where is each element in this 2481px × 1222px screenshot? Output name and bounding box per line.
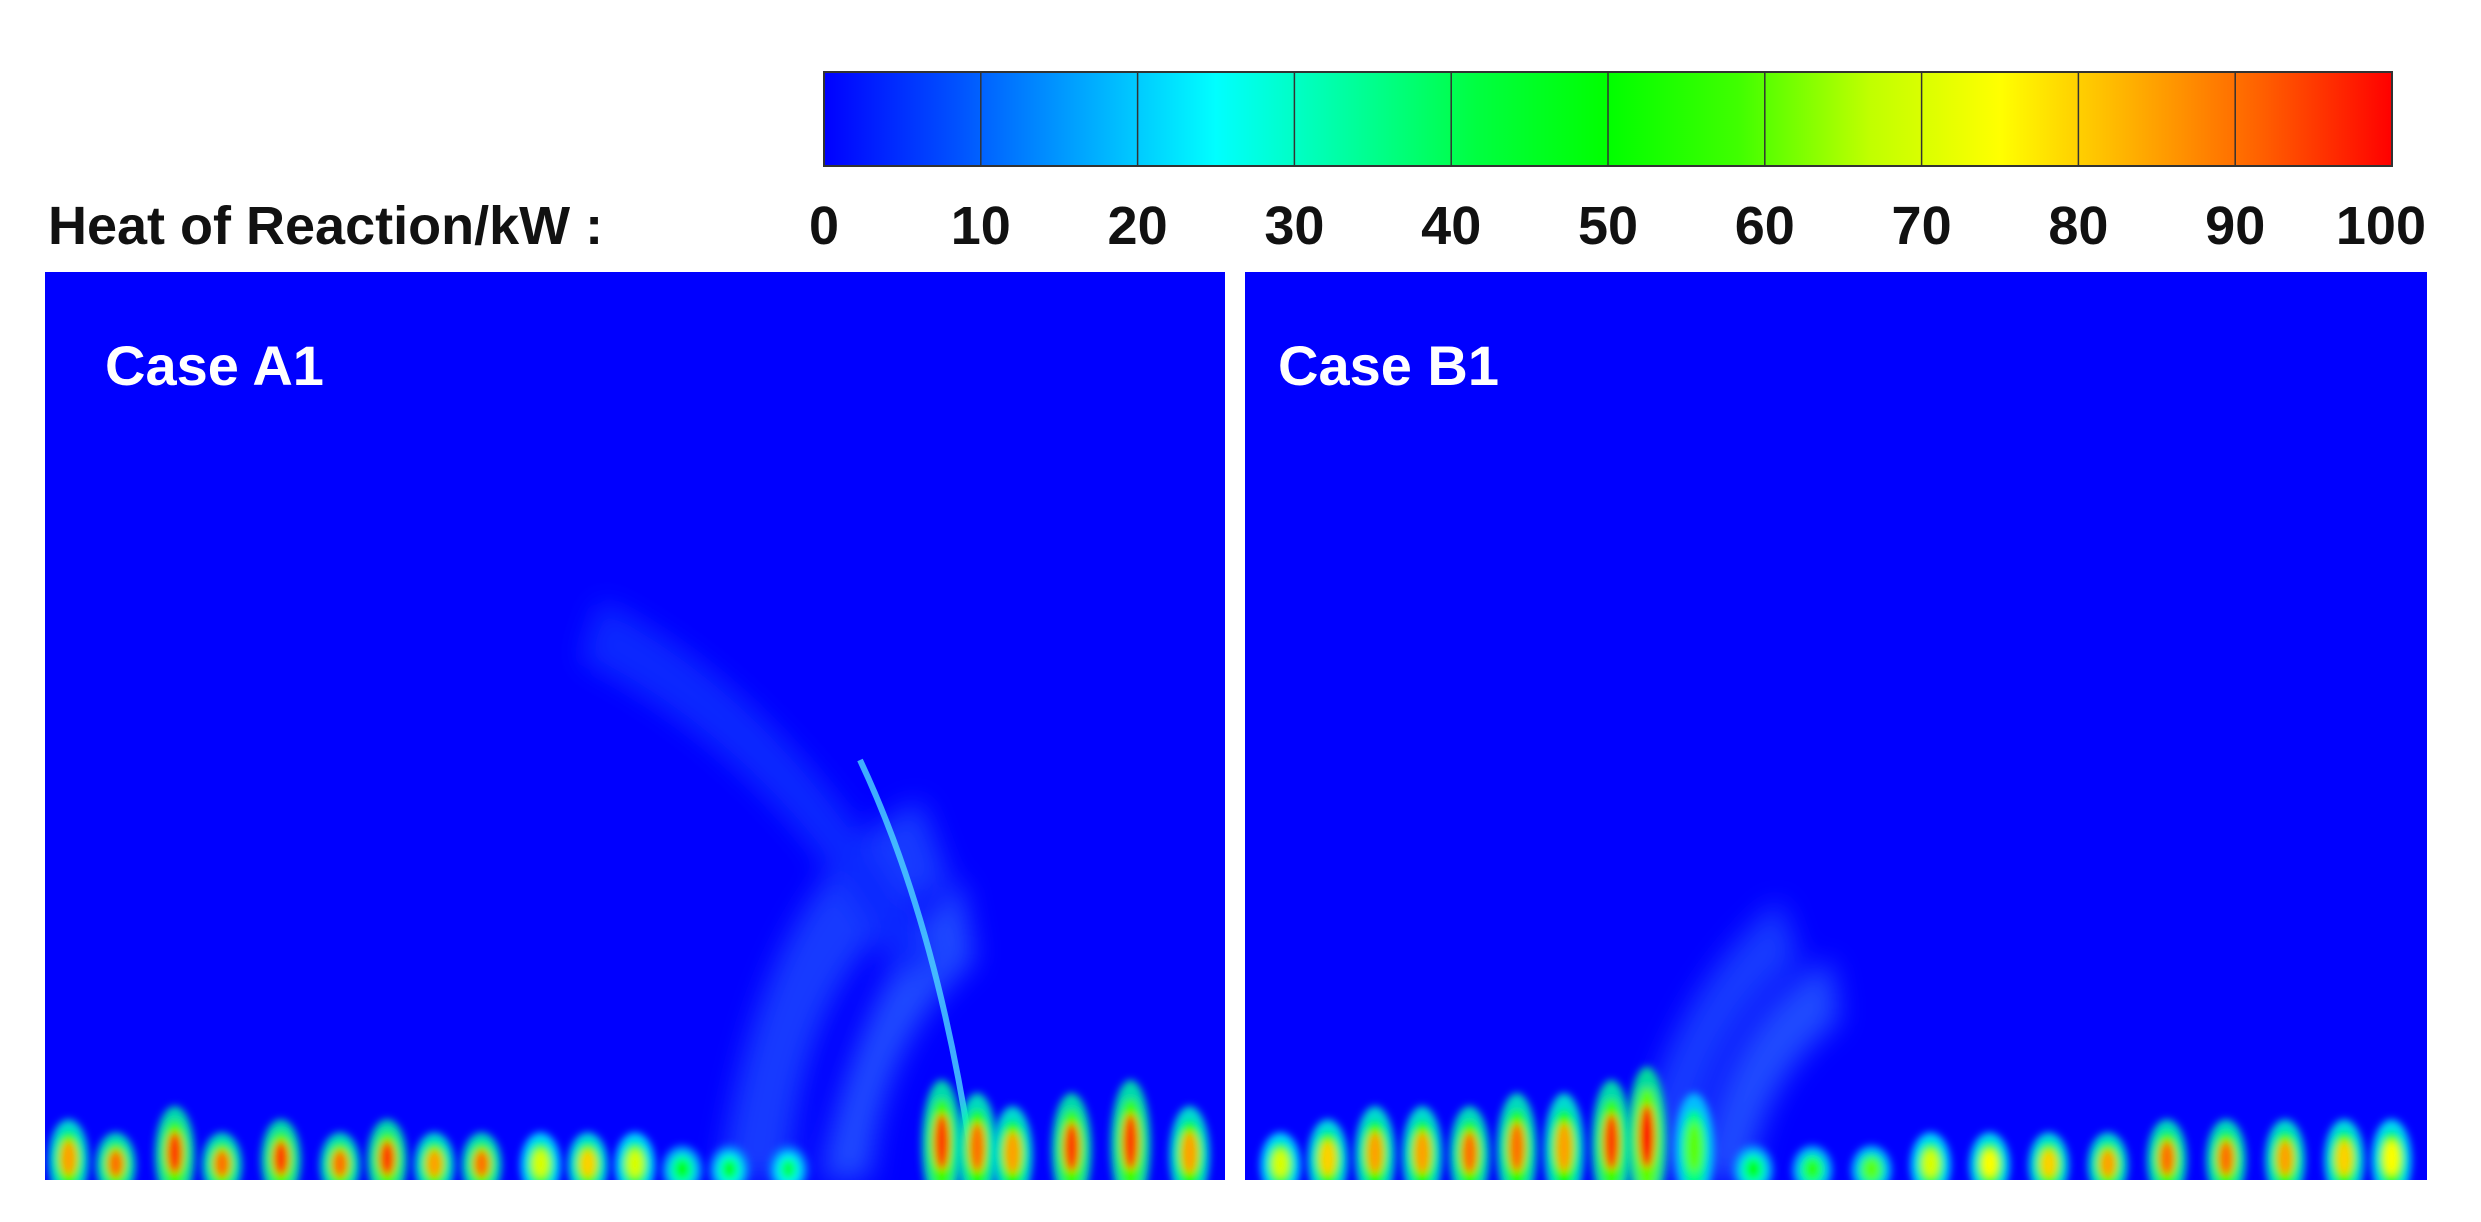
colorbar: Heat of Reaction/kW : 0 10 20 30 40 50 60 70 80 9… xyxy=(48,71,2426,256)
reaction-hotspot xyxy=(1733,1145,1774,1180)
reaction-hotspot xyxy=(1910,1132,1951,1180)
reaction-hotspot xyxy=(2028,1132,2069,1180)
panel-title: Case A1 xyxy=(105,334,324,397)
reaction-hotspot xyxy=(414,1132,455,1180)
reaction-hotspot xyxy=(2087,1132,2128,1180)
reaction-hotspot xyxy=(709,1145,750,1180)
reaction-hotspot xyxy=(1674,1093,1715,1180)
reaction-hotspot xyxy=(921,1079,962,1180)
colorbar-tick-label: 30 xyxy=(1264,196,1324,256)
reaction-hotspot xyxy=(1591,1079,1632,1180)
reaction-hotspot xyxy=(520,1132,561,1180)
reaction-hotspot xyxy=(1355,1106,1396,1180)
reaction-hotspot xyxy=(1260,1132,1301,1180)
colorbar-dividers xyxy=(980,72,2236,166)
colorbar-tick-label: 40 xyxy=(1421,196,1481,256)
panel-background xyxy=(1245,272,2427,1180)
reaction-hotspots xyxy=(48,1079,1210,1180)
reaction-hotspot xyxy=(461,1132,502,1180)
reaction-hotspot xyxy=(1544,1093,1585,1180)
colorbar-tick-label: 50 xyxy=(1578,196,1638,256)
reaction-hotspot xyxy=(992,1106,1033,1180)
reaction-hotspot xyxy=(367,1119,408,1180)
jet-plume xyxy=(1630,900,1840,1180)
reaction-hotspot xyxy=(2206,1119,2247,1180)
colorbar-tick-label: 90 xyxy=(2205,196,2265,256)
reaction-hotspot xyxy=(154,1106,195,1180)
reaction-hotspot xyxy=(1969,1132,2010,1180)
reaction-hotspot xyxy=(2324,1119,2365,1180)
reaction-hotspot xyxy=(1051,1093,1092,1180)
reaction-hotspot xyxy=(320,1132,360,1180)
colorbar-tick-label: 70 xyxy=(1892,196,1952,256)
panel-case-b1: Case B1 xyxy=(1245,272,2427,1180)
reaction-hotspot xyxy=(1402,1106,1443,1180)
reaction-hotspot xyxy=(1792,1145,1833,1180)
reaction-hotspot xyxy=(1496,1093,1537,1180)
reaction-hotspot xyxy=(1626,1066,1667,1180)
reaction-hotspot xyxy=(1851,1145,1892,1180)
panel-case-a1: Case A1 xyxy=(45,272,1225,1180)
reaction-hotspot xyxy=(1169,1106,1210,1180)
reaction-hotspot xyxy=(261,1119,301,1180)
reaction-hotspot xyxy=(2265,1119,2306,1180)
panel-title: Case B1 xyxy=(1278,334,1499,397)
reaction-hotspot xyxy=(1110,1079,1151,1180)
reaction-hotspot xyxy=(957,1093,998,1180)
reaction-hotspot xyxy=(2371,1119,2412,1180)
colorbar-tick-label: 60 xyxy=(1735,196,1795,256)
reaction-hotspot xyxy=(615,1132,655,1180)
reaction-hotspot xyxy=(95,1132,136,1180)
reaction-hotspot xyxy=(662,1145,703,1180)
reaction-hotspot xyxy=(1449,1106,1490,1180)
colorbar-tick-label: 100 xyxy=(2336,196,2426,256)
reaction-hotspot xyxy=(202,1132,242,1180)
reaction-hotspot xyxy=(48,1119,89,1180)
colorbar-tick-label: 80 xyxy=(2048,196,2108,256)
reaction-hotspot xyxy=(2146,1119,2187,1180)
reaction-hotspot xyxy=(768,1145,809,1180)
colorbar-tick-labels: 0 10 20 30 40 50 60 70 80 90 100 xyxy=(809,196,2426,256)
colorbar-label: Heat of Reaction/kW : xyxy=(48,196,603,256)
colorbar-tick-label: 20 xyxy=(1108,196,1168,256)
reaction-hotspot xyxy=(567,1132,608,1180)
reaction-hotspots xyxy=(1260,1066,2412,1180)
reaction-hotspot xyxy=(1307,1119,1348,1180)
colorbar-tick-label: 10 xyxy=(951,196,1011,256)
panel-background xyxy=(45,272,1225,1180)
jet-plume xyxy=(580,600,975,1180)
colorbar-tick-label: 0 xyxy=(809,196,839,256)
